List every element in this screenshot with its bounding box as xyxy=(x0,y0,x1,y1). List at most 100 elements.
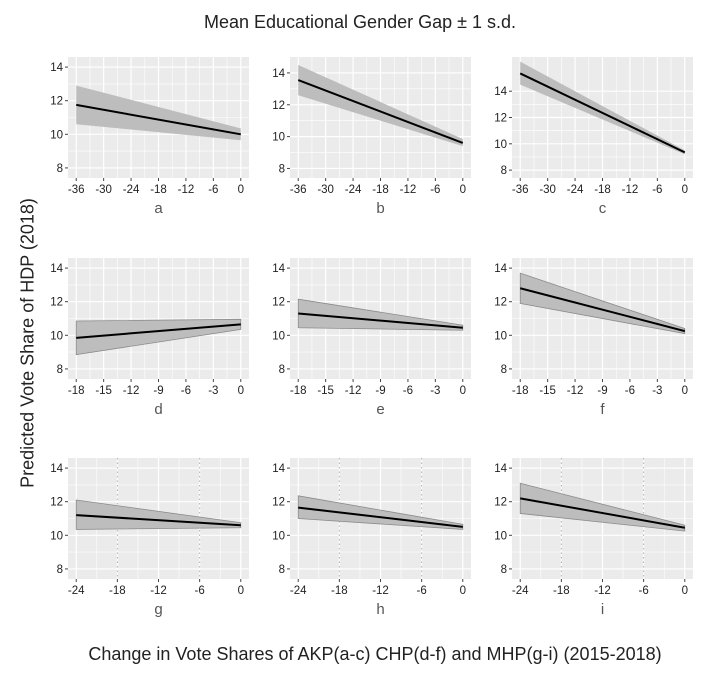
y-tick-label: 10 xyxy=(272,330,285,342)
y-tick-label: 12 xyxy=(50,297,63,309)
x-tick-label: -6 xyxy=(639,585,649,597)
panel-i: -24 -18 -12 -6 0 8 10 12 14 i xyxy=(494,458,693,618)
y-tick-label: 12 xyxy=(494,297,507,309)
panel-label: f xyxy=(600,401,605,418)
x-tick-label: -24 xyxy=(567,184,584,196)
x-tick-label: -9 xyxy=(597,385,607,397)
x-tick-label: -9 xyxy=(375,385,385,397)
x-tick-label: -18 xyxy=(290,385,307,397)
x-tick-label: -24 xyxy=(512,585,529,597)
prediction-line xyxy=(76,103,241,136)
y-tick-label: 8 xyxy=(57,364,63,376)
prediction-line xyxy=(76,323,241,339)
x-tick-label: 0 xyxy=(238,184,244,196)
x-axis-label: Change in Vote Shares of AKP(a-c) CHP(d-… xyxy=(88,644,662,664)
panel-label: h xyxy=(376,601,384,618)
x-tick-label: -12 xyxy=(372,585,389,597)
panel-a: -36 -30 -24 -18 -12 -6 0 8 10 12 14 a xyxy=(50,57,249,217)
panel-b: -36 -30 -24 -18 -12 -6 0 8 10 12 14 b xyxy=(272,57,471,217)
x-tick-label: -6 xyxy=(403,385,413,397)
figure-title: Mean Educational Gender Gap ± 1 s.d. xyxy=(203,12,517,32)
y-tick-label: 8 xyxy=(501,364,507,376)
panel-c: -36 -30 -24 -18 -12 -6 0 8 10 12 14 c xyxy=(494,57,693,217)
panel-f: -18 -15 -12 -9 -6 -3 0 8 10 12 14 f xyxy=(494,258,693,418)
y-tick-label: 10 xyxy=(494,330,507,342)
x-tick-label: -24 xyxy=(345,184,362,196)
y-tick-label: 14 xyxy=(494,263,507,275)
x-tick-label: -36 xyxy=(290,184,307,196)
x-tick-label: -12 xyxy=(594,585,611,597)
y-tick-label: 12 xyxy=(272,497,285,509)
x-tick-label: -24 xyxy=(123,184,140,196)
y-tick-label: 14 xyxy=(272,68,285,80)
x-tick-label: -18 xyxy=(331,585,348,597)
y-tick-label: 8 xyxy=(279,564,285,576)
x-tick-label: -12 xyxy=(567,385,584,397)
x-tick-label: -36 xyxy=(512,184,529,196)
y-tick-label: 14 xyxy=(50,463,63,475)
confidence-band xyxy=(298,64,463,147)
x-tick-label: 0 xyxy=(238,585,244,597)
prediction-line xyxy=(298,312,463,329)
panel-label: c xyxy=(599,200,607,217)
y-tick-label: 8 xyxy=(57,163,63,175)
y-tick-label: 12 xyxy=(272,100,285,112)
panel-label: d xyxy=(154,401,162,418)
panel-h: -24 -18 -12 -6 0 8 10 12 14 h xyxy=(272,458,471,618)
x-tick-label: -15 xyxy=(539,385,556,397)
panel-label: g xyxy=(154,601,162,618)
y-tick-label: 14 xyxy=(494,86,507,98)
x-tick-label: 0 xyxy=(238,385,244,397)
x-tick-label: -30 xyxy=(539,184,556,196)
x-tick-label: -12 xyxy=(123,385,140,397)
prediction-line xyxy=(519,287,686,333)
x-tick-label: -18 xyxy=(372,184,389,196)
x-tick-label: -18 xyxy=(68,385,85,397)
x-tick-label: -24 xyxy=(68,585,85,597)
confidence-band xyxy=(519,272,686,335)
y-tick-label: 12 xyxy=(50,497,63,509)
y-tick-label: 10 xyxy=(50,330,63,342)
y-tick-label: 12 xyxy=(494,497,507,509)
y-tick-label: 12 xyxy=(50,96,63,108)
x-tick-label: -3 xyxy=(208,385,218,397)
x-tick-label: -18 xyxy=(512,385,529,397)
x-tick-label: -18 xyxy=(150,184,167,196)
y-tick-label: 14 xyxy=(272,263,285,275)
x-tick-label: -12 xyxy=(622,184,639,196)
panel-label: e xyxy=(376,401,384,418)
x-tick-label: -9 xyxy=(153,385,163,397)
y-tick-label: 10 xyxy=(50,129,63,141)
x-tick-label: -15 xyxy=(95,385,112,397)
x-tick-label: 0 xyxy=(682,585,688,597)
y-tick-label: 14 xyxy=(50,263,63,275)
y-tick-label: 12 xyxy=(494,113,507,125)
panel-label: i xyxy=(601,601,604,618)
x-tick-label: -6 xyxy=(625,385,635,397)
x-tick-label: -24 xyxy=(290,585,307,597)
x-tick-label: -12 xyxy=(400,184,417,196)
x-tick-label: -30 xyxy=(95,184,112,196)
x-tick-label: 0 xyxy=(460,184,466,196)
panel-label: b xyxy=(376,200,384,217)
x-tick-label: -18 xyxy=(109,585,126,597)
y-tick-label: 10 xyxy=(494,530,507,542)
y-tick-label: 10 xyxy=(272,132,285,144)
y-tick-label: 14 xyxy=(272,463,285,475)
x-tick-label: -12 xyxy=(178,184,195,196)
y-tick-label: 8 xyxy=(57,564,63,576)
x-tick-label: -12 xyxy=(150,585,167,597)
x-tick-label: 0 xyxy=(682,385,688,397)
panel-g: -24 -18 -12 -6 0 8 10 12 14 g xyxy=(50,458,249,618)
confidence-band xyxy=(520,61,685,155)
y-tick-label: 10 xyxy=(494,139,507,151)
x-tick-label: -6 xyxy=(430,184,440,196)
x-tick-label: 0 xyxy=(460,585,466,597)
x-tick-label: -30 xyxy=(317,184,334,196)
prediction-line xyxy=(298,506,463,528)
prediction-line xyxy=(76,514,241,527)
y-tick-label: 10 xyxy=(50,530,63,542)
x-tick-label: -3 xyxy=(430,385,440,397)
confidence-band xyxy=(297,298,464,331)
